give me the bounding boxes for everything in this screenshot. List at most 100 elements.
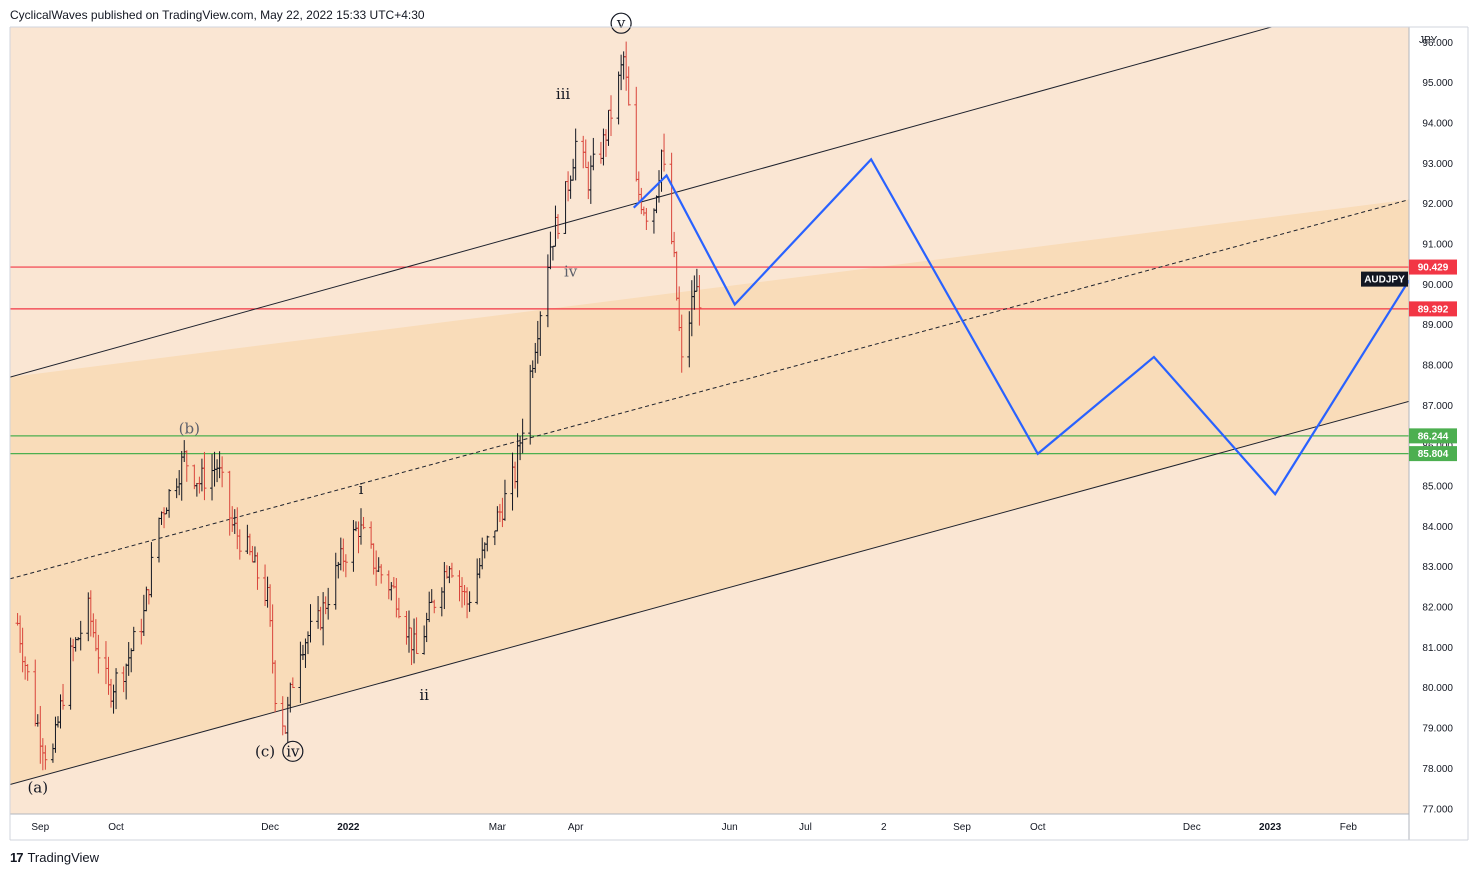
time-tick-label: Sep [953, 822, 971, 833]
ohlc-bar [679, 314, 684, 373]
ohlc-bar [96, 634, 101, 674]
wave-label: (b) [179, 420, 200, 438]
ohlc-bar [467, 591, 472, 612]
price-tick-label: 93.000 [1422, 159, 1453, 170]
price-level-badge [1409, 259, 1457, 275]
ohlc-bar [61, 683, 66, 710]
time-tick-label: Oct [108, 822, 124, 833]
wave-label-text: iii [556, 85, 571, 103]
time-tick-label: 2 [881, 822, 887, 833]
wave-circle-marker [610, 12, 632, 34]
ohlc-bar [379, 564, 384, 584]
projection-path [632, 157, 1409, 496]
ohlc-bar [555, 214, 560, 239]
ohlc-bar [308, 604, 313, 643]
price-axis: 96.000 95.000 94.000 93.000 92.000 91.000 90.0… [1422, 38, 1453, 815]
ohlc-bar [184, 450, 189, 482]
wave-label-text: iv [286, 742, 300, 760]
ohlc-bar [78, 620, 83, 651]
price-tick-label: 77.000 [1422, 804, 1453, 815]
time-tick-label: Oct [1030, 822, 1046, 833]
wave-label-text: (c) [255, 742, 275, 760]
ohlc-bar [573, 128, 578, 181]
time-tick-label: 2022 [337, 822, 360, 833]
channel-band [10, 199, 1409, 785]
ohlc-bar [343, 554, 348, 578]
channel-lower-line[interactable] [10, 400, 1409, 786]
ohlc-bar [662, 133, 667, 172]
price-tick-label: 83.000 [1422, 562, 1453, 573]
ohlc-bar [520, 418, 525, 454]
price-tick-label: 89.000 [1422, 320, 1453, 331]
ohlc-bar [626, 66, 631, 106]
time-axis: Sep Oct Dec 2022 Mar Apr Jun Jul 2 Sep Oct Dec 2023 F… [31, 822, 1357, 833]
footer: 17 TradingView [10, 850, 99, 865]
price-tick-label: 90.000 [1422, 280, 1453, 291]
price-tick-label: 79.000 [1422, 724, 1453, 735]
price-tick-label: 85.000 [1422, 482, 1453, 493]
ohlc-bar [697, 275, 702, 326]
symbol-badge-text: AUDJPY [1364, 275, 1405, 286]
ohlc-bar [202, 451, 207, 501]
price-level-badge-text: 85.804 [1418, 449, 1449, 460]
wave-label: iv [282, 740, 304, 762]
ohlc-bar [273, 660, 278, 713]
ohlc-bar [43, 745, 48, 770]
ohlc-bar [220, 456, 225, 488]
time-tick-label: Mar [489, 822, 507, 833]
time-tick-label: Jul [799, 822, 812, 833]
time-tick-label: Feb [1340, 822, 1358, 833]
ohlc-bar [502, 479, 507, 521]
ohlc-bar [538, 311, 543, 356]
wave-label-text: (a) [27, 779, 48, 797]
ohlc-bar [290, 677, 295, 689]
wave-label: (c) [255, 742, 275, 760]
price-tick-label: 80.000 [1422, 683, 1453, 694]
ohlc-bar [414, 617, 419, 654]
projection-polyline[interactable] [632, 157, 1409, 496]
ohlc-bar [255, 552, 260, 590]
channel-median-line[interactable] [10, 199, 1409, 580]
brand-name: TradingView [27, 850, 100, 865]
ohlc-bars [15, 41, 702, 771]
price-tick-label: 92.000 [1422, 199, 1453, 210]
ohlc-bar [485, 535, 490, 552]
ohlc-bar [396, 597, 401, 619]
price-tick-label: 96.000 [1422, 38, 1453, 49]
time-tick-label: Sep [31, 822, 49, 833]
ohlc-bar [25, 664, 30, 681]
ohlc-bar [432, 599, 437, 614]
time-tick-label: Apr [568, 822, 584, 833]
price-level-badge [1409, 428, 1457, 444]
ohlc-bar [237, 529, 242, 560]
price-level-badge [1409, 446, 1457, 462]
ohlc-bar [644, 207, 649, 231]
price-tick-label: 94.000 [1422, 119, 1453, 130]
symbol-badge [1361, 271, 1408, 287]
price-level-badge-text: 89.392 [1418, 304, 1449, 315]
ohlc-bar [167, 489, 172, 518]
ohlc-bar [131, 626, 136, 652]
price-tick-label: 84.000 [1422, 522, 1453, 533]
wave-label: v [610, 12, 632, 34]
price-tick-label: 78.000 [1422, 764, 1453, 775]
price-badges: 90.429 89.392 86.244 85.804 AUDJPY [1361, 259, 1457, 462]
wave-label: i [359, 480, 364, 498]
wave-label: iv [564, 262, 578, 280]
channel-upper-line[interactable] [10, 14, 1318, 378]
price-level-badge-text: 86.244 [1418, 431, 1449, 442]
publisher-caption: CyclicalWaves published on TradingView.c… [10, 8, 425, 22]
wave-label: iii [556, 85, 571, 103]
wave-circle-marker [282, 740, 304, 762]
ohlc-bar [326, 587, 331, 620]
ohlc-bar [591, 137, 596, 171]
time-tick-label: Dec [1183, 822, 1201, 833]
ohlc-bar [449, 562, 454, 578]
ohlc-bar [361, 516, 366, 530]
price-tick-label: 81.000 [1422, 643, 1453, 654]
time-tick-label: Dec [261, 822, 279, 833]
currency-label: JPY [1419, 35, 1438, 46]
wave-label-text: iv [564, 262, 578, 280]
